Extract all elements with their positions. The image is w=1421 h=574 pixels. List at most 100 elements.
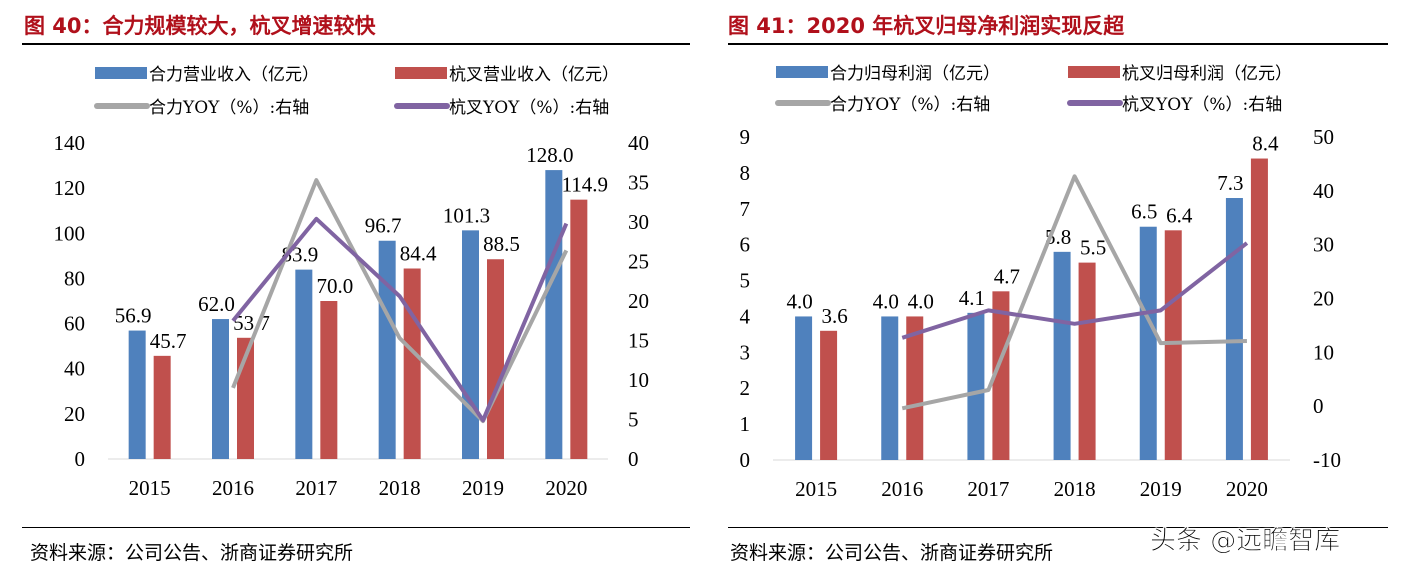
legend-label: 合力营业收入（亿元） bbox=[149, 65, 319, 85]
x-tick-label: 2016 bbox=[212, 476, 254, 500]
x-tick-label: 2015 bbox=[129, 476, 171, 500]
legend-label: 杭叉归母利润（亿元） bbox=[1122, 64, 1292, 84]
title-rule bbox=[728, 43, 1388, 45]
legend-label: 合力归母利润（亿元） bbox=[830, 64, 1000, 84]
bar-heli bbox=[545, 170, 563, 460]
x-tick-label: 2015 bbox=[795, 477, 837, 501]
left-tick-label: 7 bbox=[740, 197, 751, 221]
legend-swatch bbox=[395, 67, 447, 79]
right-tick-label: 40 bbox=[1313, 179, 1334, 203]
chart-title: 图 41：2020 年杭叉归母净利润实现反超 bbox=[728, 14, 1125, 38]
line-hangcha-yoy bbox=[901, 241, 1249, 340]
x-tick-label: 2018 bbox=[1054, 477, 1096, 501]
x-tick-label: 2017 bbox=[295, 476, 337, 500]
right-tick-label: 10 bbox=[1313, 340, 1334, 364]
left-tick-label: 100 bbox=[54, 221, 86, 245]
bar-heli bbox=[1225, 198, 1243, 460]
right-tick-label: 25 bbox=[628, 250, 649, 274]
source-note: 资料来源：公司公告、浙商证券研究所 bbox=[30, 543, 354, 564]
left-tick-label: 9 bbox=[740, 125, 751, 149]
bar-hangcha bbox=[320, 301, 338, 459]
left-tick-label: 0 bbox=[75, 447, 86, 471]
bar-hangcha bbox=[992, 291, 1010, 460]
data-label: 4.0 bbox=[786, 289, 812, 313]
left-tick-label: 5 bbox=[740, 269, 751, 293]
bar-heli bbox=[795, 316, 813, 460]
bar-heli bbox=[881, 316, 899, 460]
data-label: 5.5 bbox=[1080, 236, 1106, 260]
line-heli-yoy bbox=[901, 174, 1247, 411]
bar-hangcha bbox=[403, 268, 421, 459]
x-tick-label: 2016 bbox=[881, 477, 923, 501]
legend-label: 杭叉YOY（%）:右轴 bbox=[1122, 95, 1282, 115]
data-label: 4.7 bbox=[994, 264, 1020, 288]
bar-hangcha bbox=[1078, 262, 1096, 460]
bar-heli bbox=[128, 330, 146, 459]
source-note: 资料来源：公司公告、浙商证券研究所 bbox=[730, 543, 1054, 564]
bar-heli bbox=[967, 312, 985, 460]
data-label: 70.0 bbox=[316, 274, 353, 298]
left-tick-label: 20 bbox=[64, 402, 85, 426]
x-tick-label: 2019 bbox=[1140, 477, 1182, 501]
left-tick-label: 80 bbox=[64, 266, 85, 290]
legend-label: 杭叉营业收入（亿元） bbox=[449, 65, 619, 85]
x-tick-label: 2019 bbox=[462, 476, 504, 500]
bar-heli bbox=[378, 240, 396, 459]
left-tick-label: 0 bbox=[740, 448, 751, 472]
data-label: 56.9 bbox=[115, 304, 152, 328]
left-tick-label: 4 bbox=[740, 304, 751, 328]
bar-hangcha bbox=[153, 355, 171, 459]
right-tick-label: 0 bbox=[628, 447, 639, 471]
x-tick-label: 2020 bbox=[1226, 477, 1268, 501]
left-tick-label: 2 bbox=[740, 376, 751, 400]
right-tick-label: 5 bbox=[628, 408, 639, 432]
legend-swatch bbox=[776, 66, 828, 78]
bar-heli bbox=[212, 319, 229, 459]
source-rule bbox=[22, 527, 690, 528]
data-label: 6.5 bbox=[1131, 200, 1157, 224]
data-label: 114.9 bbox=[562, 173, 608, 197]
bar-hangcha bbox=[487, 259, 504, 459]
legend-label: 合力YOY（%）:右轴 bbox=[830, 95, 990, 115]
legend-swatch bbox=[95, 67, 147, 79]
watermark: 头条 @远瞻智库 bbox=[1149, 526, 1341, 557]
data-label: 62.0 bbox=[198, 292, 235, 316]
data-label: 128.0 bbox=[526, 143, 573, 167]
bar-hangcha bbox=[906, 316, 924, 460]
bar-hangcha bbox=[570, 199, 588, 459]
left-tick-label: 60 bbox=[64, 312, 85, 336]
data-label: 3.6 bbox=[821, 304, 847, 328]
bar-heli bbox=[462, 230, 479, 459]
right-tick-label: 30 bbox=[1313, 233, 1334, 257]
title-rule bbox=[22, 43, 690, 45]
left-tick-label: 120 bbox=[54, 176, 86, 200]
data-label: 45.7 bbox=[150, 329, 187, 353]
bar-heli bbox=[295, 269, 313, 459]
right-tick-label: 50 bbox=[1313, 125, 1334, 149]
right-tick-label: 0 bbox=[1313, 394, 1324, 418]
right-tick-label: 15 bbox=[628, 329, 649, 353]
data-label: 4.1 bbox=[959, 286, 985, 310]
x-tick-label: 2017 bbox=[967, 477, 1009, 501]
left-tick-label: 140 bbox=[54, 131, 86, 155]
data-label: 84.4 bbox=[400, 241, 437, 265]
chart-panel-40: 图 40：合力规模较大，杭叉增速较快 资料来源：公司公告、浙商证券研究所 bbox=[0, 0, 700, 574]
data-label: 7.3 bbox=[1217, 171, 1243, 195]
bar-heli bbox=[1139, 226, 1157, 460]
data-label: 4.0 bbox=[873, 289, 899, 313]
right-tick-label: 20 bbox=[1313, 287, 1334, 311]
x-tick-label: 2018 bbox=[379, 476, 421, 500]
right-tick-label: 30 bbox=[628, 210, 649, 234]
legend-swatch bbox=[1068, 66, 1120, 78]
chart-title: 图 40：合力规模较大，杭叉增速较快 bbox=[24, 14, 376, 38]
data-label: 88.5 bbox=[483, 232, 520, 256]
left-tick-label: 6 bbox=[740, 233, 751, 257]
x-tick-label: 2020 bbox=[545, 476, 587, 500]
data-label: 4.0 bbox=[908, 289, 934, 313]
right-tick-label: 10 bbox=[628, 368, 649, 392]
left-tick-label: 40 bbox=[64, 357, 85, 381]
legend-label: 合力YOY（%）:右轴 bbox=[149, 98, 309, 118]
left-tick-label: 8 bbox=[740, 161, 751, 185]
